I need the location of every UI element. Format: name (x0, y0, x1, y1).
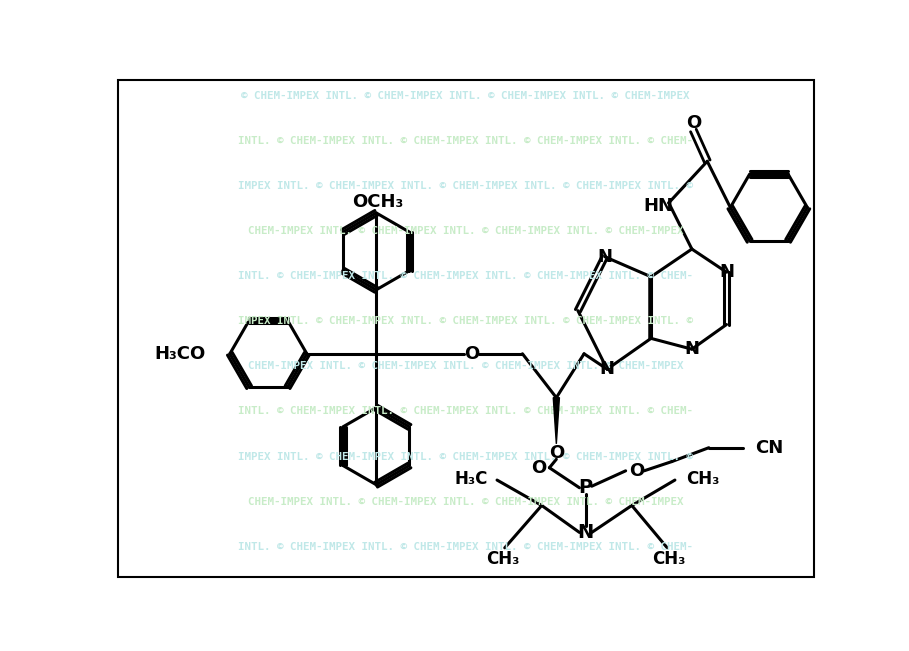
Text: CH₃: CH₃ (685, 469, 719, 488)
Text: CHEM-IMPEX INTL. © CHEM-IMPEX INTL. © CHEM-IMPEX INTL. © CHEM-IMPEX: CHEM-IMPEX INTL. © CHEM-IMPEX INTL. © CH… (248, 361, 684, 371)
Text: N: N (684, 340, 699, 358)
Text: © CHEM-IMPEX INTL. © CHEM-IMPEX INTL. © CHEM-IMPEX INTL. © CHEM-IMPEX: © CHEM-IMPEX INTL. © CHEM-IMPEX INTL. © … (241, 90, 690, 101)
Polygon shape (554, 398, 559, 444)
Text: O: O (685, 114, 701, 132)
Text: N: N (577, 523, 594, 542)
Text: CH₃: CH₃ (486, 549, 520, 568)
Text: H₃CO: H₃CO (154, 345, 205, 363)
Text: H₃C: H₃C (454, 469, 488, 488)
Text: INTL. © CHEM-IMPEX INTL. © CHEM-IMPEX INTL. © CHEM-IMPEX INTL. © CHEM-: INTL. © CHEM-IMPEX INTL. © CHEM-IMPEX IN… (238, 271, 693, 281)
Text: IMPEX INTL. © CHEM-IMPEX INTL. © CHEM-IMPEX INTL. © CHEM-IMPEX INTL. ©: IMPEX INTL. © CHEM-IMPEX INTL. © CHEM-IM… (238, 181, 693, 191)
Text: P: P (578, 478, 593, 497)
Text: INTL. © CHEM-IMPEX INTL. © CHEM-IMPEX INTL. © CHEM-IMPEX INTL. © CHEM-: INTL. © CHEM-IMPEX INTL. © CHEM-IMPEX IN… (238, 136, 693, 146)
Text: O: O (464, 345, 479, 363)
Text: O: O (531, 459, 546, 477)
Text: N: N (719, 263, 734, 281)
Text: N: N (597, 248, 613, 266)
Text: IMPEX INTL. © CHEM-IMPEX INTL. © CHEM-IMPEX INTL. © CHEM-IMPEX INTL. ©: IMPEX INTL. © CHEM-IMPEX INTL. © CHEM-IM… (238, 452, 693, 462)
Text: IMPEX INTL. © CHEM-IMPEX INTL. © CHEM-IMPEX INTL. © CHEM-IMPEX INTL. ©: IMPEX INTL. © CHEM-IMPEX INTL. © CHEM-IM… (238, 316, 693, 326)
Text: INTL. © CHEM-IMPEX INTL. © CHEM-IMPEX INTL. © CHEM-IMPEX INTL. © CHEM-: INTL. © CHEM-IMPEX INTL. © CHEM-IMPEX IN… (238, 406, 693, 417)
Text: INTL. © CHEM-IMPEX INTL. © CHEM-IMPEX INTL. © CHEM-IMPEX INTL. © CHEM-: INTL. © CHEM-IMPEX INTL. © CHEM-IMPEX IN… (238, 542, 693, 552)
Text: O: O (629, 462, 644, 480)
Text: N: N (600, 360, 614, 378)
Text: O: O (549, 444, 564, 462)
Text: CHEM-IMPEX INTL. © CHEM-IMPEX INTL. © CHEM-IMPEX INTL. © CHEM-IMPEX: CHEM-IMPEX INTL. © CHEM-IMPEX INTL. © CH… (248, 226, 684, 236)
Text: CN: CN (755, 439, 784, 457)
Text: HN: HN (643, 197, 673, 215)
Text: OCH₃: OCH₃ (352, 193, 404, 211)
Text: CHEM-IMPEX INTL. © CHEM-IMPEX INTL. © CHEM-IMPEX INTL. © CHEM-IMPEX: CHEM-IMPEX INTL. © CHEM-IMPEX INTL. © CH… (248, 497, 684, 506)
Text: CH₃: CH₃ (652, 549, 685, 568)
